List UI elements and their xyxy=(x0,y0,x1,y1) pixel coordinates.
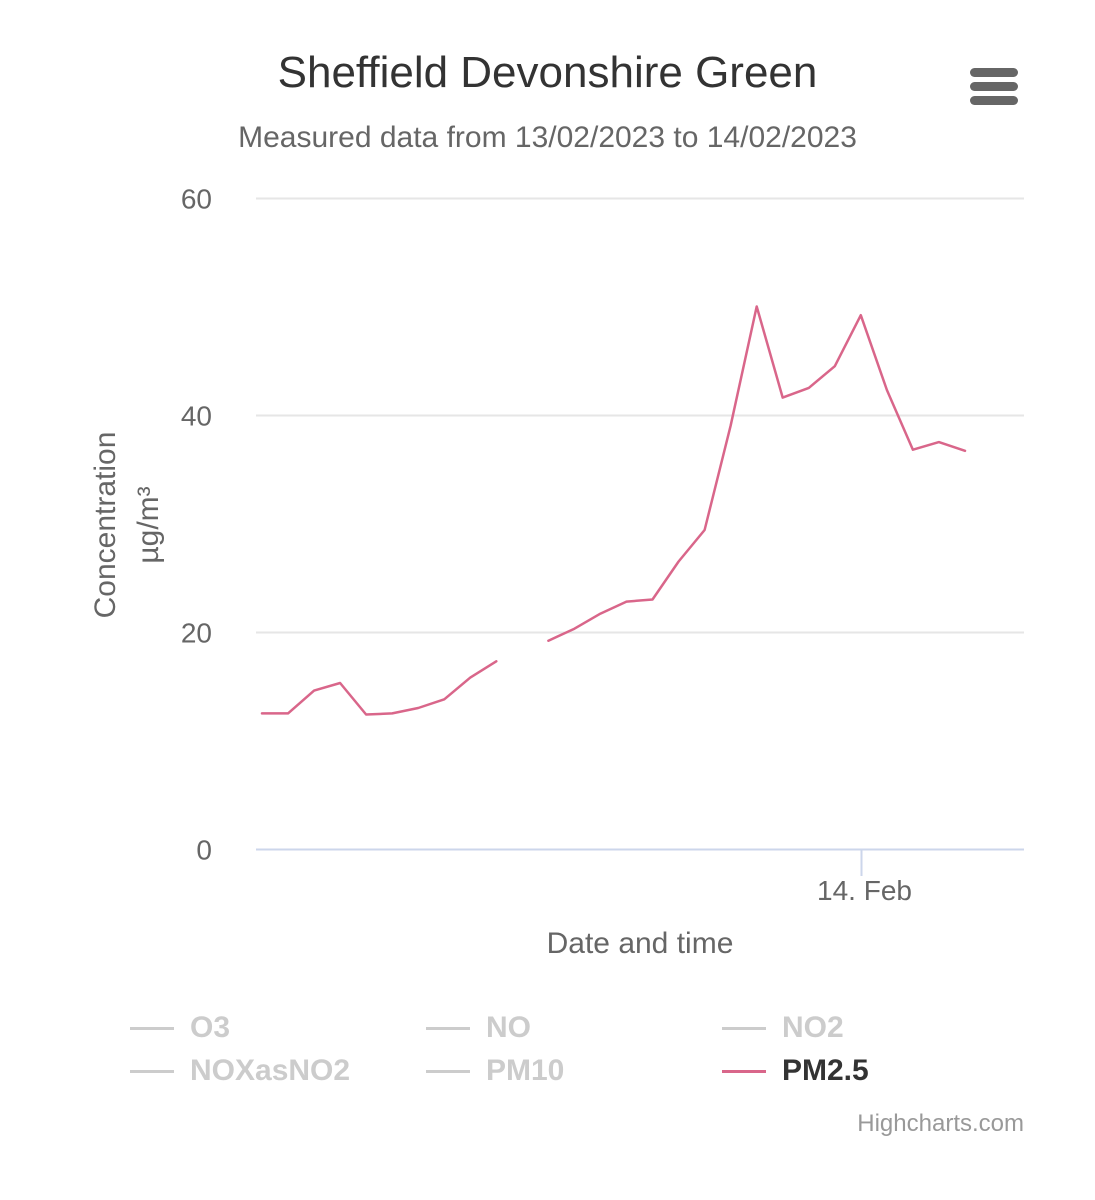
x-tick-label: 14. Feb xyxy=(817,875,912,906)
x-axis-title: Date and time xyxy=(547,927,734,960)
hamburger-menu-icon[interactable] xyxy=(960,60,1026,112)
y-tick-label: 20 xyxy=(181,618,212,649)
series-line-pm25 xyxy=(260,660,498,716)
y-axis-title: Concentration xyxy=(89,432,122,619)
y-tick-label: 40 xyxy=(181,401,212,432)
legend-label: NO xyxy=(486,1011,531,1044)
series-line-pm25 xyxy=(547,305,967,642)
legend-item-pm25[interactable]: PM2.5 xyxy=(722,1051,869,1091)
y-tick-label: 0 xyxy=(196,835,212,866)
legend-symbol xyxy=(130,1069,174,1073)
legend-item-no2[interactable]: NO2 xyxy=(722,1008,844,1048)
chart-plot-area: 0 20 40 60 14. Feb Concentration µg/m³ Date … xyxy=(89,184,1024,960)
y-axis-unit: µg/m³ xyxy=(132,486,165,563)
legend-item-o3[interactable]: O3 xyxy=(130,1008,230,1048)
menu-bar xyxy=(970,82,1018,91)
legend-item-noxasno2[interactable]: NOXasNO2 xyxy=(130,1051,350,1091)
legend-symbol xyxy=(426,1026,470,1030)
legend-label: NO2 xyxy=(782,1011,844,1044)
legend-label: PM2.5 xyxy=(782,1054,869,1087)
legend-symbol xyxy=(130,1026,174,1030)
legend-label: O3 xyxy=(190,1011,231,1044)
legend-symbol xyxy=(426,1069,470,1073)
legend-label: PM10 xyxy=(486,1054,565,1087)
legend-item-no[interactable]: NO xyxy=(426,1008,531,1048)
y-tick-label: 60 xyxy=(181,184,212,215)
legend-symbol xyxy=(722,1026,766,1030)
menu-bar xyxy=(970,96,1018,105)
chart-subtitle: Measured data from 13/02/2023 to 14/02/2… xyxy=(238,121,857,154)
menu-bar xyxy=(970,68,1018,77)
legend-label: NOXasNO2 xyxy=(190,1054,351,1087)
credits-link[interactable]: Highcharts.com xyxy=(857,1110,1024,1137)
legend-symbol xyxy=(722,1069,766,1073)
legend-item-pm10[interactable]: PM10 xyxy=(426,1051,564,1091)
chart-title: Sheffield Devonshire Green xyxy=(277,48,818,97)
